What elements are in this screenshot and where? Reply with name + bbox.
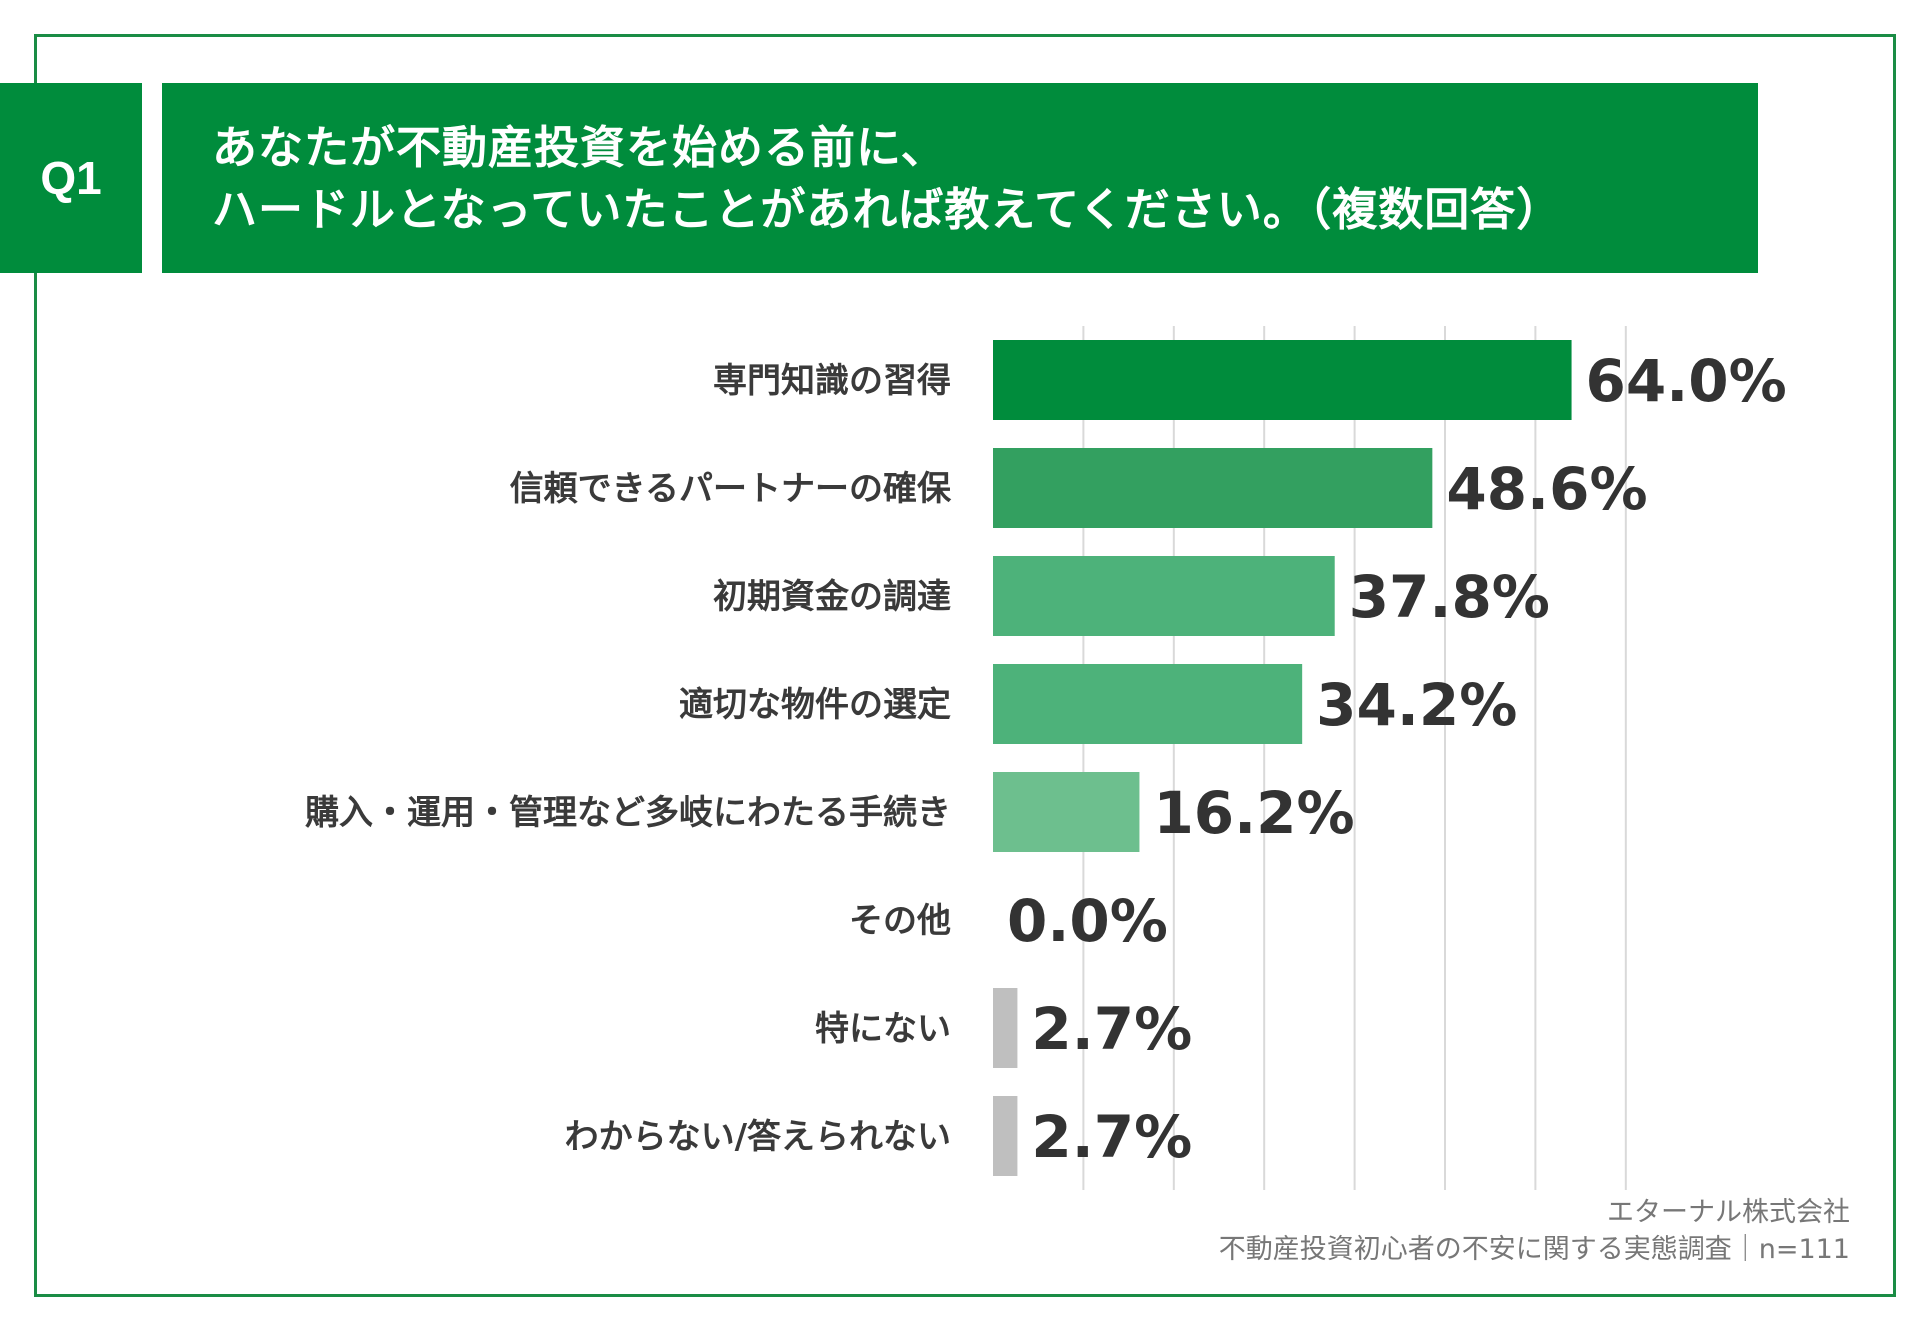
chart-frame bbox=[34, 34, 1896, 1297]
question-title-line-2: ハードルとなっていたことがあれば教えてください。（複数回答） bbox=[212, 183, 1563, 236]
bar bbox=[993, 664, 1303, 744]
bar bbox=[993, 340, 1572, 420]
value-label: 34.2% bbox=[1316, 671, 1517, 739]
category-label: 初期資金の調達 bbox=[713, 577, 951, 617]
value-label: 48.6% bbox=[1446, 455, 1647, 523]
bar bbox=[993, 556, 1335, 636]
bar bbox=[993, 988, 1018, 1068]
value-label: 16.2% bbox=[1153, 779, 1354, 847]
bar bbox=[993, 448, 1433, 528]
footer: エターナル株式会社 不動産投資初心者の不安に関する実態調査｜n=111 bbox=[1219, 1194, 1850, 1268]
category-label: 特にない bbox=[815, 1009, 951, 1049]
bars bbox=[993, 340, 1572, 1176]
value-labels: 64.0% 48.6% 37.8% 34.2% 16.2% 0.0% 2.7% 2.7% bbox=[1007, 347, 1787, 1171]
value-label: 37.8% bbox=[1349, 563, 1550, 631]
category-label: その他 bbox=[849, 901, 951, 941]
category-labels: 専門知識の習得信頼できるパートナーの確保初期資金の調達適切な物件の選定購入・運用… bbox=[305, 361, 952, 1157]
category-label: 購入・運用・管理など多岐にわたる手続き bbox=[305, 793, 951, 833]
value-label: 0.0% bbox=[1007, 887, 1168, 955]
bar bbox=[993, 772, 1140, 852]
question-number: Q1 bbox=[0, 83, 142, 273]
category-label: 適切な物件の選定 bbox=[679, 685, 951, 725]
question-title: あなたが不動産投資を始める前に、 ハードルとなっていたことがあれば教えてください… bbox=[162, 83, 1758, 273]
footer-survey: 不動産投資初心者の不安に関する実態調査｜n=111 bbox=[1218, 1234, 1850, 1265]
footer-company: エターナル株式会社 bbox=[1607, 1197, 1850, 1228]
value-label: 2.7% bbox=[1031, 995, 1192, 1063]
category-label: 信頼できるパートナーの確保 bbox=[510, 469, 952, 509]
category-label: わからない/答えられない bbox=[565, 1117, 951, 1157]
question-title-line-1: あなたが不動産投資を始める前に、 bbox=[212, 121, 947, 174]
category-label: 専門知識の習得 bbox=[713, 361, 951, 401]
value-label: 64.0% bbox=[1586, 347, 1787, 415]
bar bbox=[993, 1096, 1018, 1176]
value-label: 2.7% bbox=[1031, 1103, 1192, 1171]
